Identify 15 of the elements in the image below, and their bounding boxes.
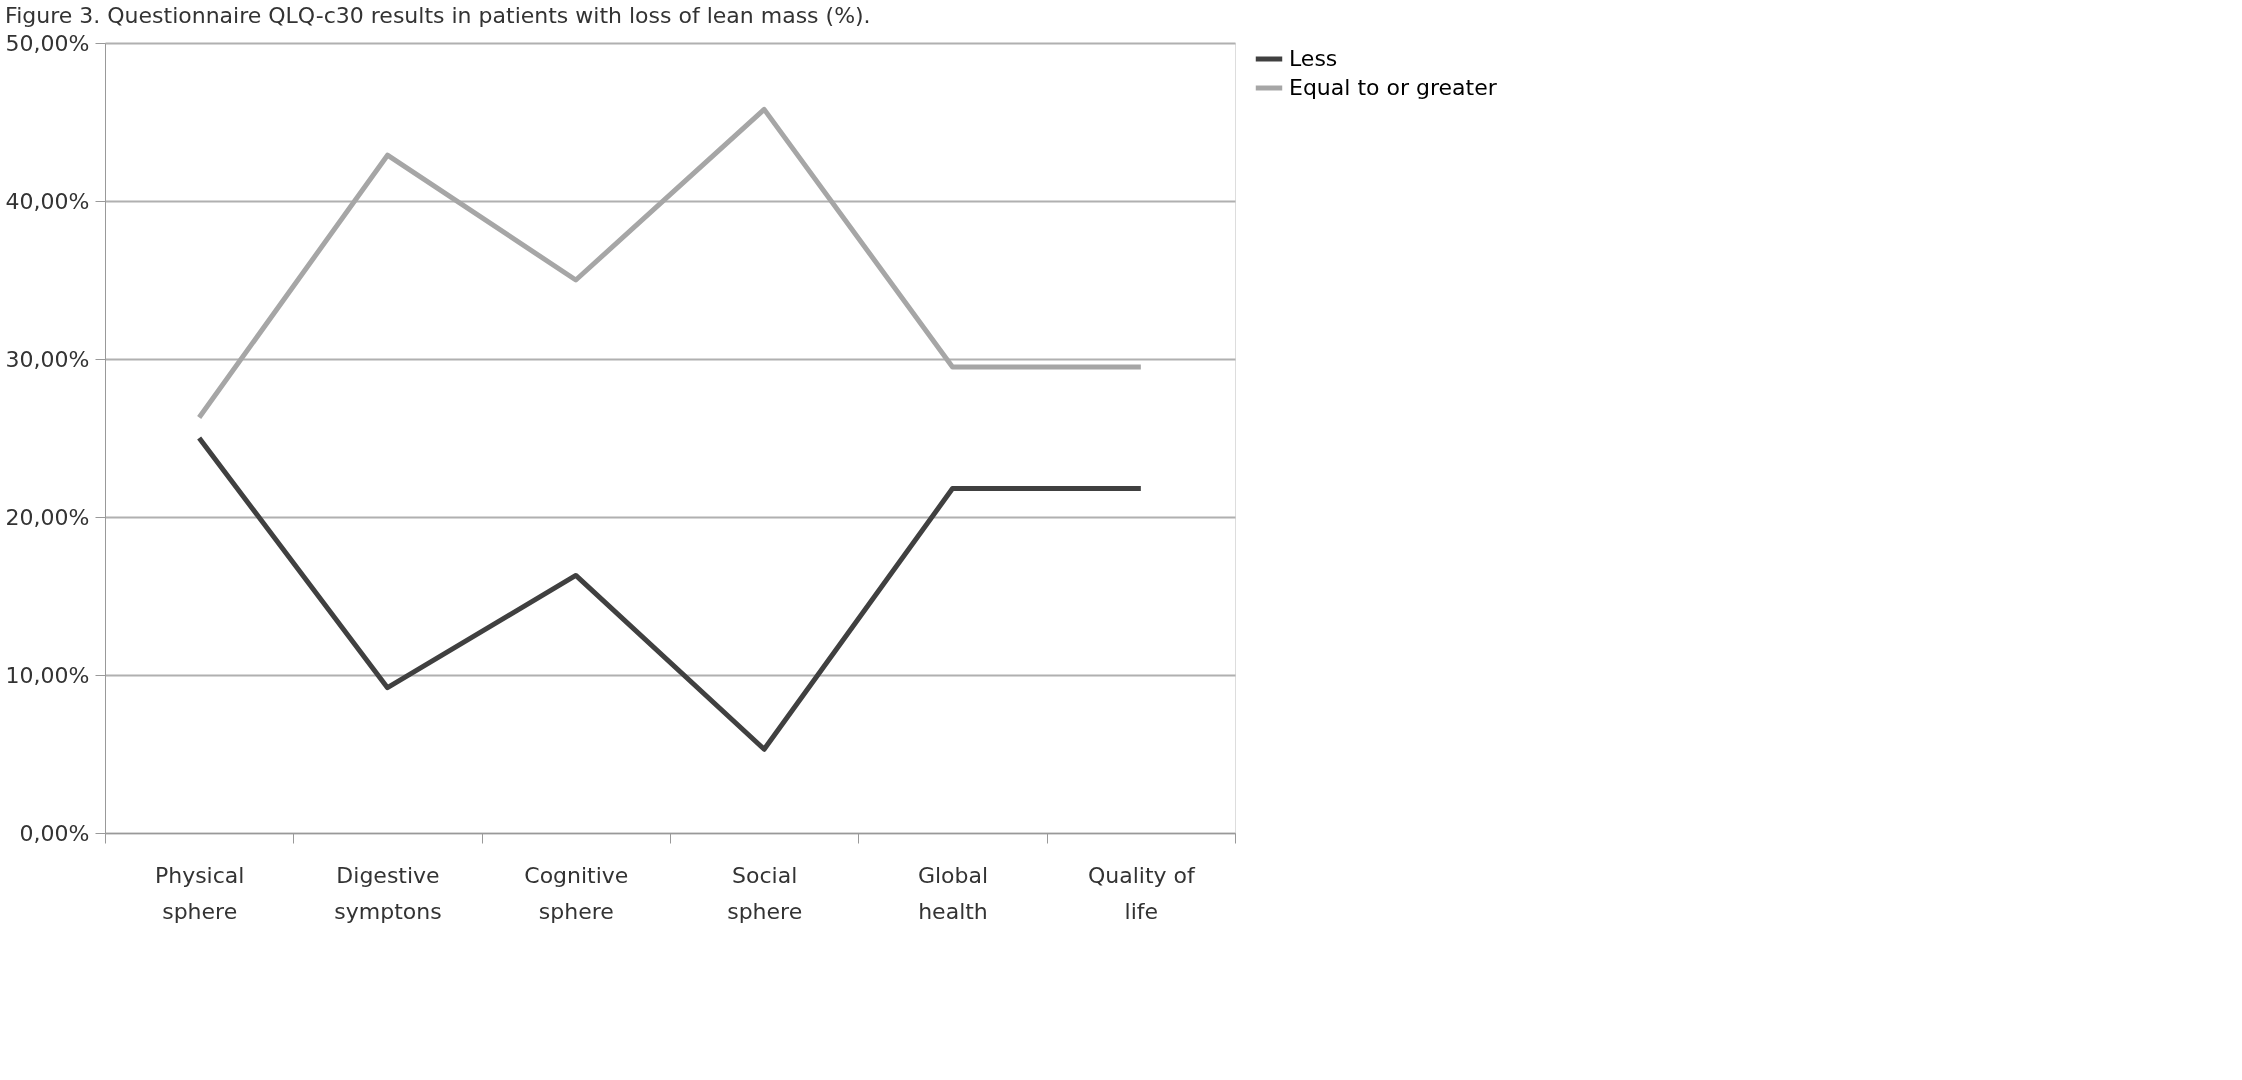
legend-label: Equal to or greater bbox=[1289, 75, 1498, 100]
y-tick-label: 50,00% bbox=[5, 30, 90, 56]
legend-label: Less bbox=[1289, 46, 1338, 71]
y-tick-label: 0,00% bbox=[19, 820, 90, 846]
x-tick-label: Quality of life bbox=[1087, 862, 1196, 924]
chart-title: Figure 3. Questionnaire QLQ-c30 results in patients with loss of lean mass (%). bbox=[5, 3, 871, 28]
x-tick-label: Social sphere bbox=[727, 862, 803, 924]
x-tick-label: Global health bbox=[917, 862, 989, 924]
x-tick-label: Physical sphere bbox=[154, 862, 245, 924]
x-tick-label: Cognitive sphere bbox=[524, 862, 629, 924]
y-tick-label: 10,00% bbox=[5, 662, 90, 688]
y-tick-label: 20,00% bbox=[5, 504, 90, 530]
x-tick-label: Digestive symptons bbox=[334, 862, 442, 924]
y-tick-label: 30,00% bbox=[5, 346, 90, 372]
y-tick-label: 40,00% bbox=[5, 188, 90, 214]
